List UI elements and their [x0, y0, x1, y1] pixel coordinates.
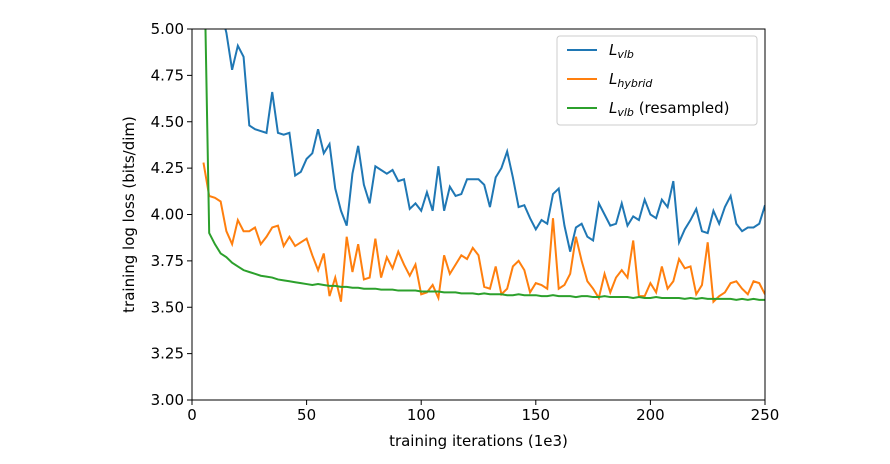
x-tick-label: 0 [187, 406, 197, 424]
series-line [202, 162, 765, 304]
legend-label: Lvlb [609, 41, 634, 61]
y-tick-label: 3.25 [151, 345, 184, 363]
y-tick-label: 4.50 [151, 113, 184, 131]
x-tick-label: 200 [636, 406, 665, 424]
y-tick-label: 3.75 [151, 252, 184, 270]
x-tick-label: 50 [297, 406, 316, 424]
x-tick-label: 150 [521, 406, 550, 424]
y-tick-label: 4.00 [151, 206, 184, 224]
legend-label: Lvlb (resampled) [609, 99, 730, 119]
y-axis-label: training log loss (bits/dim) [120, 116, 138, 313]
series-line [224, 29, 765, 252]
x-tick-label: 100 [407, 406, 436, 424]
legend-box [556, 35, 758, 126]
x-axis-label: training iterations (1e3) [389, 432, 568, 450]
y-tick-label: 4.75 [151, 66, 184, 84]
y-tick-label: 4.25 [151, 159, 184, 177]
y-tick-label: 3.00 [151, 391, 184, 409]
series-line [204, 29, 765, 301]
x-tick-label: 250 [751, 406, 780, 424]
plot-area [202, 29, 765, 304]
y-tick-label: 5.00 [151, 20, 184, 38]
y-tick-label: 3.50 [151, 298, 184, 316]
legend-label: Lhybrid [609, 70, 653, 90]
